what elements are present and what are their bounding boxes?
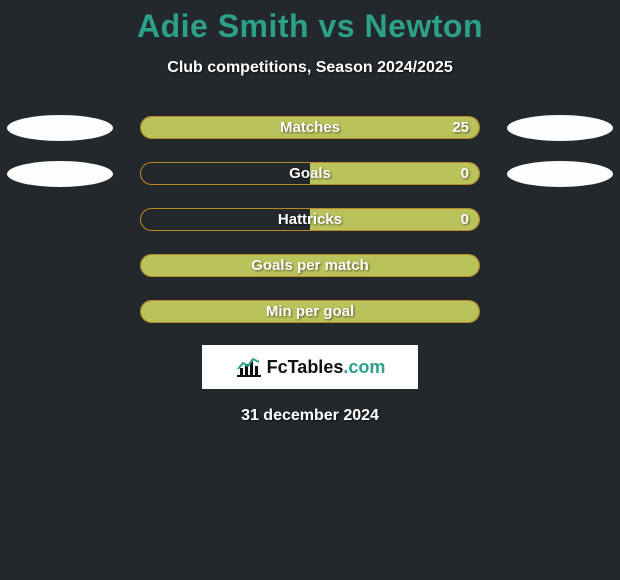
subtitle: Club competitions, Season 2024/2025 bbox=[0, 59, 620, 77]
stat-row: Matches25 bbox=[0, 115, 620, 141]
page-title: Adie Smith vs Newton bbox=[0, 0, 620, 45]
bar-track: Goals0 bbox=[140, 162, 480, 185]
bar-track: Hattricks0 bbox=[140, 208, 480, 231]
bar-track: Min per goal bbox=[140, 300, 480, 323]
stat-row: Hattricks0 bbox=[0, 207, 620, 233]
right-fill bbox=[141, 255, 479, 276]
stat-row: Goals0 bbox=[0, 161, 620, 187]
right-fill bbox=[141, 117, 479, 138]
right-ellipse bbox=[507, 115, 613, 141]
logo-box: FcTables.com bbox=[202, 345, 418, 389]
left-ellipse bbox=[7, 161, 113, 187]
stat-row: Min per goal bbox=[0, 299, 620, 325]
right-ellipse bbox=[507, 161, 613, 187]
stat-row: Goals per match bbox=[0, 253, 620, 279]
logo-main: FcTables bbox=[267, 357, 344, 377]
logo-suffix: .com bbox=[343, 357, 385, 377]
right-fill bbox=[310, 163, 479, 184]
bar-track: Matches25 bbox=[140, 116, 480, 139]
comparison-rows: Matches25 Goals0 Hattricks0 Goals per match… bbox=[0, 115, 620, 325]
bar-track: Goals per match bbox=[140, 254, 480, 277]
right-fill bbox=[310, 209, 479, 230]
logo-text: FcTables.com bbox=[267, 357, 386, 378]
logo-chart-icon bbox=[235, 356, 263, 378]
date-label: 31 december 2024 bbox=[0, 407, 620, 425]
left-ellipse bbox=[7, 115, 113, 141]
right-fill bbox=[141, 301, 479, 322]
